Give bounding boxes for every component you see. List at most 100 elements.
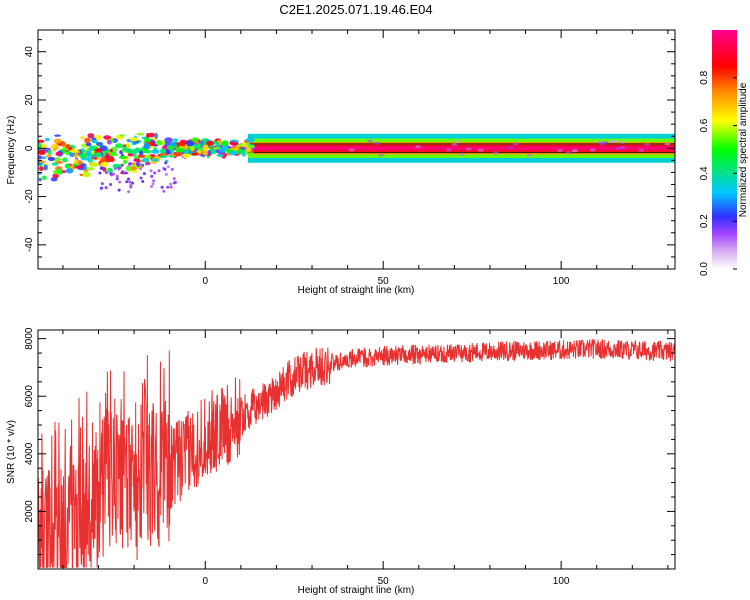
spectrogram-cell	[608, 140, 615, 144]
spectrogram-cell	[644, 143, 651, 147]
snr-panel: 0 50 100 2000 4000 6000 8000 Height of straigh…	[6, 327, 676, 596]
spectrogram-cell	[237, 149, 242, 154]
spectrogram-cell	[53, 157, 61, 162]
spectrogram-cell	[203, 144, 209, 151]
spectrogram-cell	[571, 149, 578, 153]
spectrogram-heatmap	[38, 132, 675, 194]
spectrogram-cell	[150, 185, 154, 189]
snr-y-axis-label: SNR (10 * v/v)	[6, 420, 17, 484]
spectrogram-panel: 0 50 100 -40 -20 0 20 40 Height of straight lin…	[6, 29, 676, 296]
spectrogram-cell	[191, 152, 200, 156]
spectrogram-cell	[51, 162, 58, 166]
spectrogram-frame	[37, 29, 676, 270]
spectrogram-cell	[133, 158, 140, 163]
spectrogram-cell	[241, 147, 247, 151]
spectrogram-cell	[202, 150, 210, 156]
spectrogram-cell	[166, 165, 170, 169]
spectrogram-cell	[104, 171, 108, 175]
spectrogram-cell	[139, 167, 143, 171]
spectrogram-cell	[64, 163, 71, 169]
spectrogram-cell	[38, 166, 44, 172]
spectrogram-cell	[526, 153, 533, 157]
spectrogram-cell	[86, 166, 95, 171]
spectrogram-cell	[114, 143, 124, 149]
spectrogram-cell	[53, 138, 62, 144]
spectrogram-cell	[125, 165, 134, 172]
spectrogram-cell	[664, 142, 671, 146]
spectrogram-cell	[185, 141, 195, 147]
spectrogram-cell	[73, 153, 79, 158]
spectrogram-cell	[142, 172, 146, 176]
spectrogram-cell	[158, 155, 168, 159]
spectrogram-cell	[87, 158, 93, 163]
spectrogram-cell	[74, 165, 84, 169]
spectrogram-cell	[65, 143, 71, 149]
spectrogram-x-axis-label: Height of straight line (km)	[298, 285, 415, 296]
spectrogram-cell	[74, 158, 78, 164]
spectrogram-cell	[246, 137, 255, 143]
spectrogram-cell	[173, 180, 177, 184]
spectrogram-cell	[157, 169, 161, 173]
spectrogram-cell	[118, 155, 128, 159]
spectrogram-cell	[136, 132, 145, 136]
spectrogram-cell	[127, 153, 134, 157]
spectrogram-cell	[492, 151, 499, 155]
spectrogram-cell	[50, 143, 60, 150]
spectrogram-y-tick-label: -40	[24, 237, 35, 252]
spectrogram-cell	[82, 171, 91, 178]
spectrogram-cell	[109, 152, 115, 157]
spectrogram-cell	[143, 143, 151, 150]
spectrogram-cell	[189, 145, 195, 152]
spectrogram-cell	[127, 190, 131, 194]
spectrogram-cell	[145, 162, 149, 166]
spectrogram-cell	[112, 172, 116, 176]
spectrogram-cell	[109, 172, 113, 176]
snr-x-tick-label: 100	[553, 576, 570, 587]
spectrogram-cell	[47, 156, 56, 161]
spectrogram-cell	[84, 137, 91, 144]
spectrogram-cell	[507, 146, 514, 150]
spectrogram-cell	[83, 165, 88, 170]
spectrogram-cell	[163, 167, 167, 171]
spectrogram-cell	[164, 172, 168, 176]
spectrogram-cell	[130, 166, 137, 171]
spectrogram-cell	[138, 150, 144, 156]
spectrogram-cell	[149, 169, 153, 173]
spectrogram-cell	[134, 147, 141, 152]
spectrogram-cell	[115, 177, 119, 181]
spectrogram-cell	[151, 182, 155, 186]
spectrogram-x-tick-label: 50	[378, 276, 390, 287]
spectrogram-cell	[512, 142, 519, 146]
spectrogram-cell	[184, 144, 188, 150]
spectrogram-cell	[109, 149, 113, 153]
spectrogram-y-tick-label: 40	[24, 46, 35, 58]
spectrogram-cell	[159, 147, 165, 155]
spectrogram-cell	[614, 147, 621, 151]
spectrogram-cell	[41, 156, 47, 160]
snr-ticks: 0 50 100 2000 4000 6000 8000	[24, 327, 675, 587]
spectrogram-cell	[162, 189, 166, 193]
spectrogram-cell	[91, 139, 98, 144]
spectrogram-cell	[38, 139, 45, 143]
spectrogram-cell	[565, 150, 572, 154]
spectrogram-cell	[589, 148, 596, 152]
spectrogram-cell	[191, 137, 199, 142]
spectrogram-cell	[80, 136, 85, 140]
spectrogram-cell	[47, 149, 52, 155]
spectrogram-cell	[216, 142, 221, 148]
spectrogram-cell	[91, 154, 96, 158]
spectrogram-cell	[465, 147, 472, 151]
spectrogram-cell	[367, 139, 374, 143]
spectrogram-cell	[174, 152, 182, 157]
spectrogram-cell	[99, 145, 108, 152]
spectrogram-cell	[221, 140, 229, 147]
snr-plot-area	[38, 339, 675, 569]
spectrogram-cell	[218, 147, 227, 153]
spectrogram-cell	[50, 177, 58, 182]
spectrogram-cell	[146, 132, 150, 139]
spectrogram-cell	[128, 180, 132, 184]
spectrogram-cell	[130, 170, 138, 174]
spectrogram-cell	[124, 171, 128, 175]
spectrogram-cell	[95, 152, 103, 158]
